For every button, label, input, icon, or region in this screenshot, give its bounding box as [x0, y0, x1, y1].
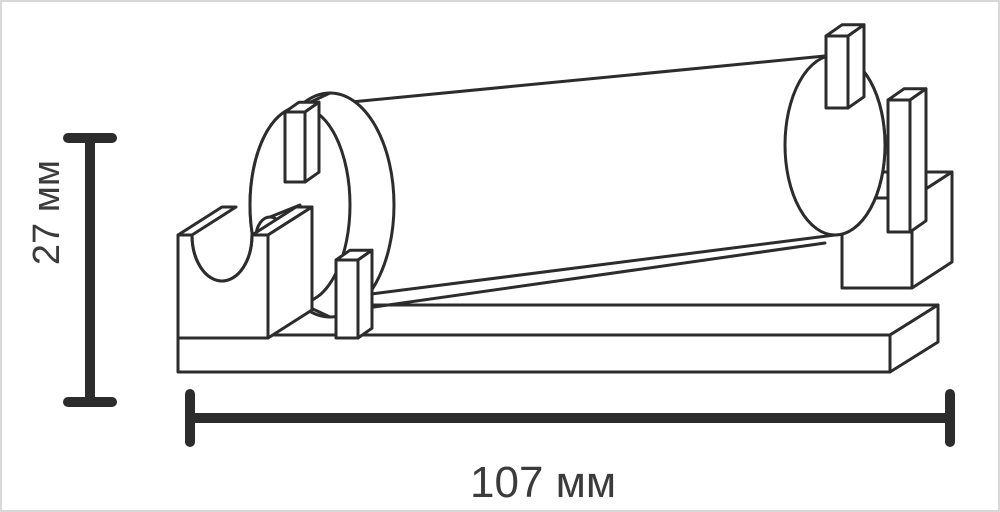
technical-drawing	[0, 0, 1000, 512]
diagram-frame: 27 мм 107 мм	[0, 0, 1000, 512]
dimension-horizontal-label: 107 мм	[470, 458, 616, 508]
dimension-vertical-label: 27 мм	[26, 160, 69, 265]
